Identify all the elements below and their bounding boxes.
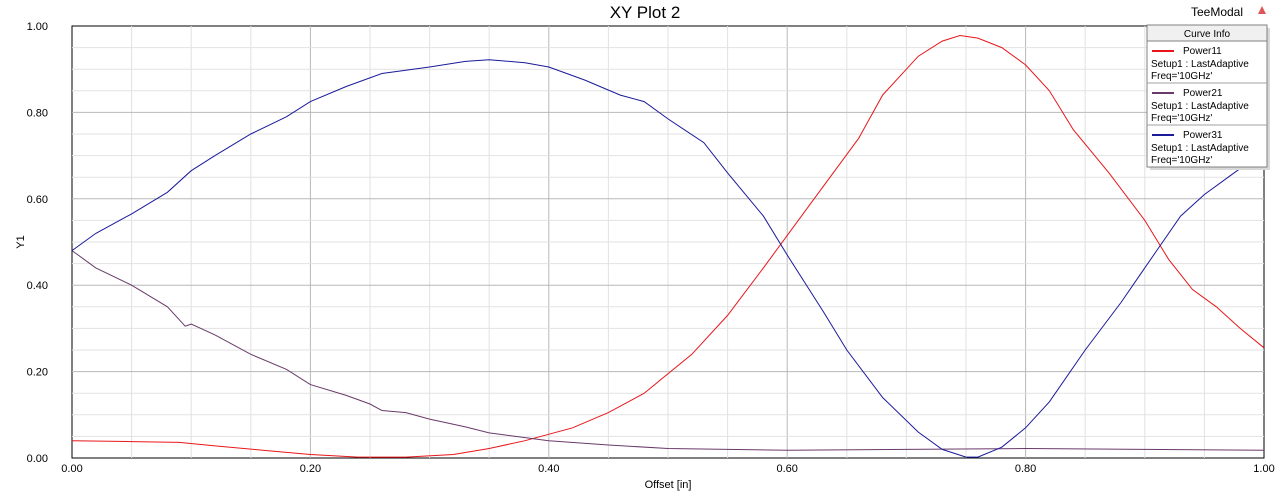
legend-entry-freq: Freq='10GHz' <box>1151 71 1212 82</box>
y-tick-label: 0.40 <box>27 280 48 292</box>
legend-entry-setup: Setup1 : LastAdaptive <box>1151 59 1249 70</box>
x-tick-label: 0.60 <box>776 463 797 475</box>
legend-entry-name: Power11 <box>1183 46 1222 57</box>
y-tick-label: 0.60 <box>27 194 48 206</box>
y-axis-ticks: 0.00 0.20 0.40 0.60 0.80 1.00 <box>27 21 48 465</box>
x-axis-label: Offset [in] <box>645 479 692 491</box>
grid <box>72 26 1264 458</box>
project-name: TeeModal <box>1191 5 1243 19</box>
warning-triangle-icon <box>1258 6 1266 14</box>
x-tick-label: 0.00 <box>61 463 82 475</box>
series-line-power11 <box>71 34 1265 458</box>
legend-entry-name: Power31 <box>1183 130 1223 141</box>
legend-entry-setup: Setup1 : LastAdaptive <box>1151 101 1249 112</box>
legend-entry-name: Power21 <box>1183 88 1223 99</box>
x-tick-label: 1.00 <box>1253 463 1274 475</box>
x-tick-label: 0.80 <box>1015 463 1036 475</box>
legend-header-bg <box>1146 24 1268 42</box>
legend-title: Curve Info <box>1184 29 1231 40</box>
y-axis-label: Y1 <box>15 235 27 248</box>
series-lines <box>71 34 1265 458</box>
series-line-power31 <box>71 59 1265 458</box>
chart-title: XY Plot 2 <box>610 3 681 22</box>
y-tick-label: 0.00 <box>27 453 48 465</box>
x-tick-label: 0.40 <box>538 463 559 475</box>
x-axis-ticks: 0.00 0.20 0.40 0.60 0.80 1.00 <box>61 463 1274 475</box>
y-tick-label: 0.20 <box>27 367 48 379</box>
legend-entry-freq: Freq='10GHz' <box>1151 113 1212 124</box>
x-tick-label: 0.20 <box>300 463 321 475</box>
series-line-power21 <box>71 250 1265 451</box>
y-tick-label: 0.80 <box>27 107 48 119</box>
legend-entry-setup: Setup1 : LastAdaptive <box>1151 143 1249 154</box>
legend-entry-freq: Freq='10GHz' <box>1151 155 1212 166</box>
y-tick-label: 1.00 <box>27 21 48 33</box>
legend-box <box>1146 24 1268 168</box>
